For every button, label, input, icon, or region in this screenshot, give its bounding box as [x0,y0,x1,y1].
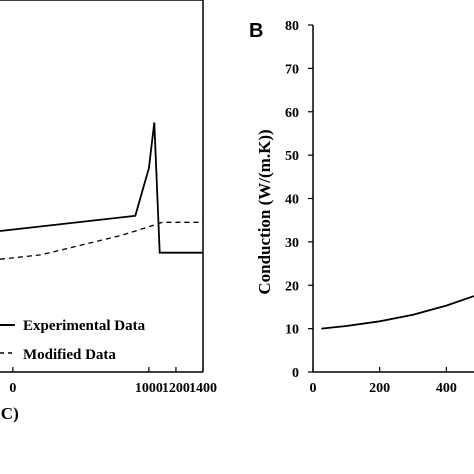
panel-b-x-tick-label: 400 [436,381,457,396]
legend-label-experimental: Experimental Data [23,318,146,334]
panel-b-y-tick-label: 20 [285,279,299,294]
series-modified-line [0,221,203,260]
panel-b-y-tick-label: 40 [285,193,299,208]
panel-a-legend: Experimental Data Modified Data [0,318,146,363]
panel-b-y-tick-label: 80 [285,19,299,34]
panel-a-x-tick-label: 1000 [135,381,163,396]
panel-b-y-tick-label: 0 [292,366,299,381]
panel-a-x-tick-label: 1400 [189,381,217,396]
panel-b-y-tick-label: 50 [285,149,299,164]
panel-b-x-tick-label: 0 [310,381,317,396]
panel-a-x-tick-label: 0 [9,381,16,396]
series-experimental-line [0,122,203,254]
series-conduction-line [321,295,474,330]
panel-b-series [321,295,474,330]
panel-b-label: B [249,20,263,42]
panel-a-x-ticks: 0 1000 1200 1400 [9,367,217,396]
panel-b-y-tick-label: 30 [285,236,299,251]
legend-label-modified: Modified Data [23,347,116,363]
panel-b-y-ticks: 0 10 20 30 40 50 60 70 80 [285,19,313,381]
panel-b-y-tick-label: 10 [285,323,299,338]
panel-a-x-axis-title: °C) [0,404,19,423]
panel-b: B 0 10 20 30 40 50 60 70 80 0 200 400 Conduction (… [249,19,474,396]
panel-b-y-tick-label: 70 [285,62,299,77]
panel-b-x-ticks: 0 200 400 [310,367,457,396]
panel-b-y-axis-title: Conduction (W/(m.K)) [255,129,274,294]
panel-b-x-tick-label: 200 [369,381,390,396]
panel-a-x-tick-label: 1200 [162,381,190,396]
panel-a-series [0,122,203,260]
panel-b-y-tick-label: 60 [285,106,299,121]
